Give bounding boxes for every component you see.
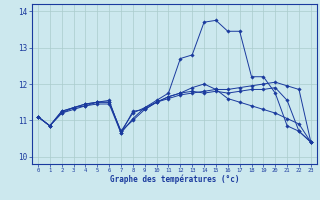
X-axis label: Graphe des températures (°c): Graphe des températures (°c) (110, 175, 239, 184)
